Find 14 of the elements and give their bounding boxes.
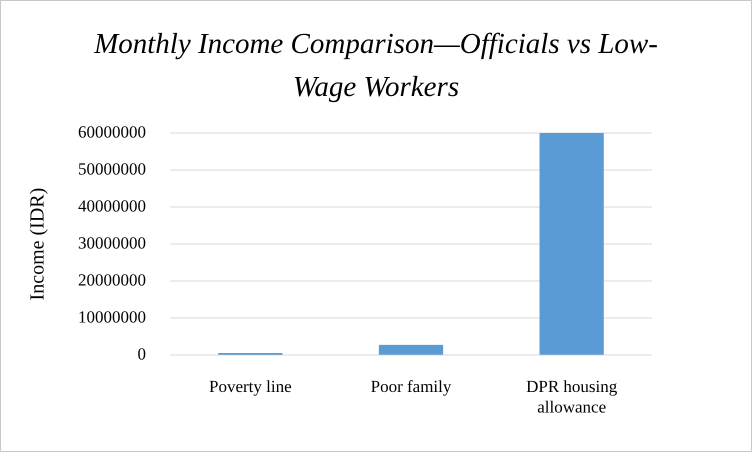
y-tick-label: 0 (138, 344, 146, 364)
y-tick-label: 40000000 (78, 196, 146, 216)
x-tick-label: DPR housing allowance (526, 376, 618, 416)
y-tick-label: 20000000 (78, 270, 146, 290)
bar (540, 133, 604, 355)
x-tick-label: Poor family (370, 376, 452, 396)
y-tick-label: 50000000 (78, 160, 146, 178)
y-axis-title: Income (IDR) (26, 188, 48, 300)
y-tick-label: 60000000 (78, 122, 146, 142)
chart-title: Monthly Income Comparison—Officials vs Low-Wage Workers (92, 27, 659, 105)
bar (378, 344, 444, 355)
y-tick-label: 30000000 (78, 234, 146, 253)
y-tick-label: 10000000 (78, 308, 146, 327)
x-tick-label: Poverty line (209, 376, 292, 396)
